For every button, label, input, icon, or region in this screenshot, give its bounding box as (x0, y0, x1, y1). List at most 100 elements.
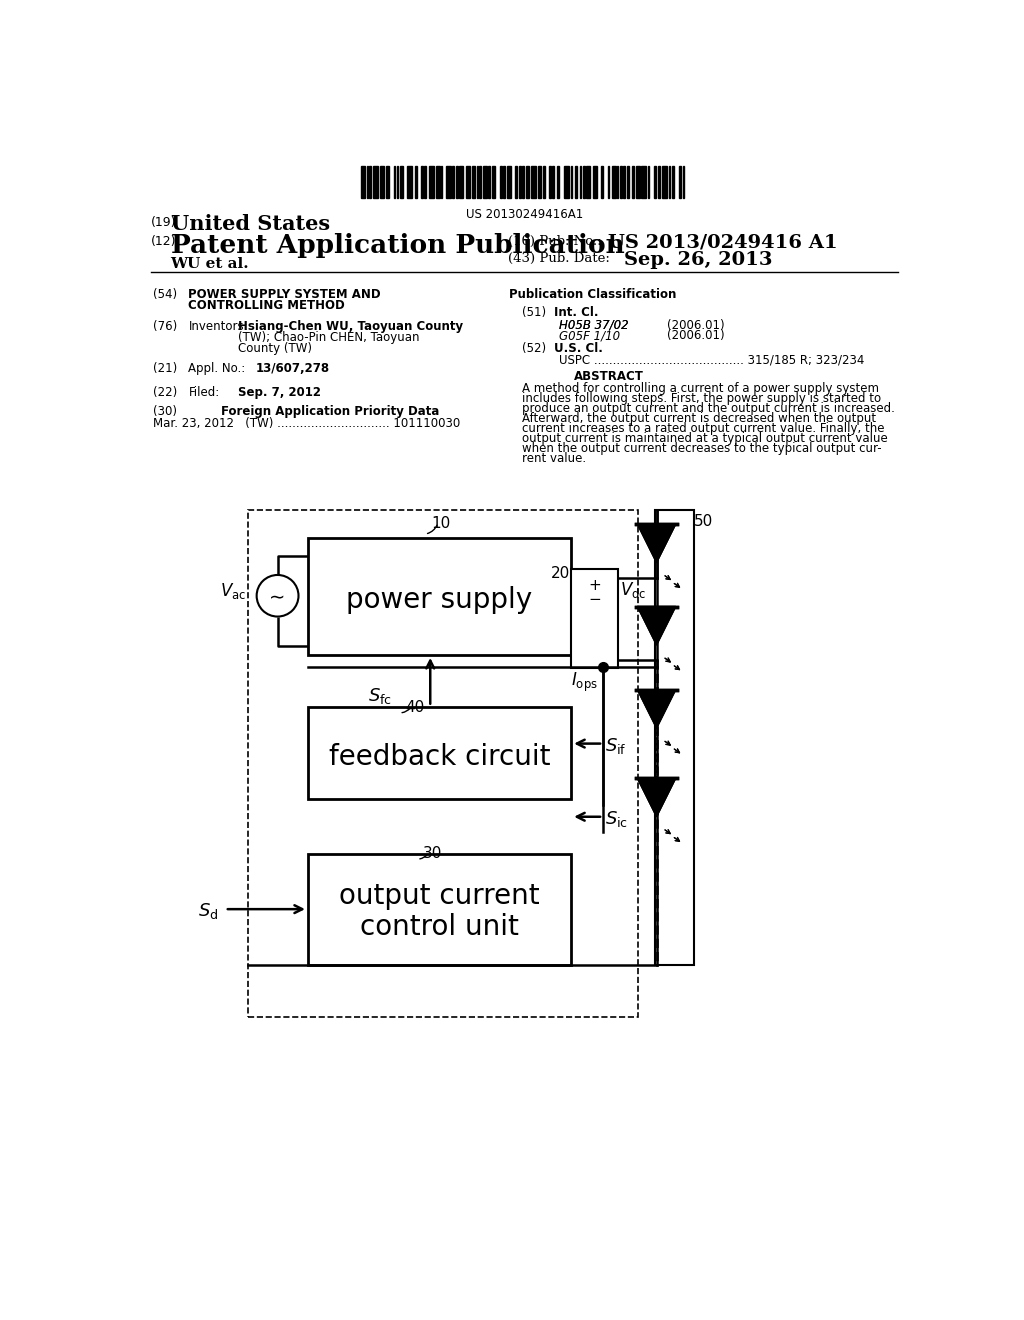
Text: (43) Pub. Date:: (43) Pub. Date: (508, 252, 609, 265)
Bar (503, 166, 505, 198)
Text: (52): (52) (521, 342, 546, 355)
Text: County (TW): County (TW) (238, 342, 312, 355)
Bar (479, 166, 481, 198)
Text: rent value.: rent value. (521, 451, 586, 465)
Bar (472, 166, 475, 198)
Bar (571, 569, 617, 668)
Bar (492, 166, 495, 198)
Polygon shape (637, 524, 676, 562)
Bar (396, 166, 398, 198)
Bar (421, 166, 423, 198)
Bar (564, 166, 568, 198)
Bar (632, 166, 634, 198)
Text: $S_{\rm ic}$: $S_{\rm ic}$ (604, 809, 628, 829)
Text: feedback circuit: feedback circuit (329, 743, 550, 771)
Bar (654, 166, 656, 198)
Text: H05B 37/02: H05B 37/02 (559, 318, 629, 331)
Text: Hsiang-Chen WU, Taoyuan County: Hsiang-Chen WU, Taoyuan County (238, 321, 463, 333)
Polygon shape (637, 607, 676, 645)
Text: G05F 1/10: G05F 1/10 (559, 330, 620, 342)
Text: +: + (588, 578, 601, 593)
Text: Int. Cl.: Int. Cl. (554, 306, 599, 319)
Bar (415, 166, 417, 198)
Text: control unit: control unit (360, 913, 519, 941)
Bar (380, 166, 384, 198)
Text: ABSTRACT: ABSTRACT (573, 370, 643, 383)
Bar (580, 166, 581, 198)
Bar (407, 166, 412, 198)
Bar (394, 166, 395, 198)
Bar (624, 166, 625, 198)
Polygon shape (637, 689, 676, 729)
Text: $I_{\rm ops}$: $I_{\rm ops}$ (571, 671, 598, 693)
Bar (641, 166, 646, 198)
Bar (531, 166, 536, 198)
Text: Afterward, the output current is decreased when the output: Afterward, the output current is decreas… (521, 412, 876, 425)
Bar (544, 166, 546, 198)
Bar (500, 166, 502, 198)
Text: 10: 10 (432, 516, 451, 532)
Text: Sep. 7, 2012: Sep. 7, 2012 (238, 385, 322, 399)
Text: −: − (588, 591, 601, 607)
Bar (617, 166, 618, 198)
Text: Appl. No.:: Appl. No.: (188, 362, 246, 375)
Text: 50: 50 (693, 515, 713, 529)
Bar (308, 854, 571, 965)
Bar (367, 166, 368, 198)
Bar (507, 166, 511, 198)
Bar (374, 166, 378, 198)
Text: $S_{\rm fc}$: $S_{\rm fc}$ (369, 686, 392, 706)
Bar (452, 166, 454, 198)
Bar (400, 166, 403, 198)
Bar (308, 539, 571, 655)
Bar (673, 166, 675, 198)
Text: output current is maintained at a typical output current value: output current is maintained at a typica… (521, 432, 888, 445)
Bar (515, 166, 517, 198)
Text: (22): (22) (153, 385, 177, 399)
Bar (593, 166, 597, 198)
Text: 13/607,278: 13/607,278 (256, 362, 330, 375)
Text: Foreign Application Priority Data: Foreign Application Priority Data (221, 405, 439, 418)
Bar (522, 166, 523, 198)
Text: $V_{\rm dc}$: $V_{\rm dc}$ (621, 581, 646, 601)
Text: US 2013/0249416 A1: US 2013/0249416 A1 (608, 234, 838, 251)
Text: CONTROLLING METHOD: CONTROLLING METHOD (188, 298, 345, 312)
Text: current increases to a rated output current value. Finally, the: current increases to a rated output curr… (521, 422, 884, 434)
Bar (456, 166, 458, 198)
FancyArrowPatch shape (402, 708, 410, 713)
Bar (627, 166, 629, 198)
Text: (30): (30) (153, 405, 177, 418)
Polygon shape (637, 779, 676, 817)
Text: USPC ........................................ 315/185 R; 323/234: USPC ...................................… (559, 354, 864, 366)
Bar (549, 166, 551, 198)
Text: includes following steps. First, the power supply is started to: includes following steps. First, the pow… (521, 392, 881, 405)
Text: (76): (76) (153, 321, 177, 333)
Text: (19): (19) (152, 216, 177, 230)
Bar (476, 166, 478, 198)
Text: 30: 30 (423, 846, 442, 861)
Bar (663, 166, 667, 198)
Bar (429, 166, 434, 198)
Polygon shape (637, 779, 676, 817)
Polygon shape (637, 524, 676, 562)
Bar (445, 166, 451, 198)
Polygon shape (637, 607, 676, 645)
Text: US 20130249416A1: US 20130249416A1 (466, 209, 584, 222)
Bar (587, 166, 590, 198)
Text: (2006.01): (2006.01) (667, 330, 724, 342)
Text: Mar. 23, 2012   (TW) .............................. 101110030: Mar. 23, 2012 (TW) .....................… (153, 417, 460, 430)
Text: (2006.01): (2006.01) (667, 318, 724, 331)
Bar (658, 166, 660, 198)
Bar (607, 166, 609, 198)
Bar (424, 166, 426, 198)
Text: power supply: power supply (346, 586, 532, 614)
Bar (460, 166, 463, 198)
Text: 40: 40 (406, 700, 425, 714)
Bar (248, 511, 638, 1016)
Text: (TW); Chao-Pin CHEN, Taoyuan: (TW); Chao-Pin CHEN, Taoyuan (238, 331, 420, 345)
Text: (51): (51) (521, 306, 546, 319)
Text: (10) Pub. No.:: (10) Pub. No.: (508, 235, 601, 248)
Text: ∼: ∼ (269, 589, 286, 607)
Bar (488, 166, 490, 198)
Bar (636, 166, 640, 198)
